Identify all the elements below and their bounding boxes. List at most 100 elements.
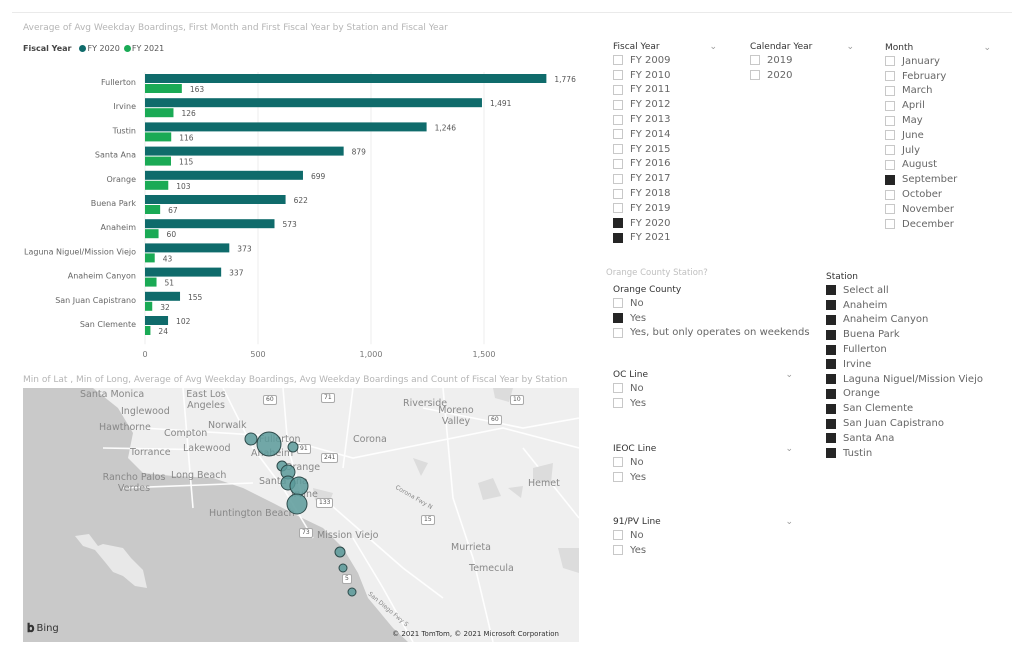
slicer-header[interactable]: OC Line ⌄ bbox=[613, 368, 793, 381]
slicer-item[interactable]: January bbox=[885, 54, 991, 69]
checkbox[interactable] bbox=[885, 204, 895, 215]
bar-fy2020[interactable] bbox=[145, 291, 181, 301]
checkbox[interactable] bbox=[613, 99, 623, 110]
slicer-item[interactable]: FY 2020 bbox=[613, 216, 717, 231]
slicer-item[interactable]: FY 2019 bbox=[613, 201, 717, 216]
slicer-item[interactable]: No bbox=[613, 381, 793, 396]
station-bubble[interactable] bbox=[287, 441, 299, 453]
station-bubble[interactable] bbox=[347, 587, 357, 597]
slicer-item[interactable]: San Clemente bbox=[826, 401, 1016, 416]
checkbox[interactable] bbox=[885, 219, 895, 230]
slicer-item[interactable]: FY 2016 bbox=[613, 157, 717, 172]
slicer-item[interactable]: June bbox=[885, 128, 991, 143]
bar-fy2020[interactable] bbox=[145, 316, 169, 325]
checkbox[interactable] bbox=[613, 173, 623, 184]
chevron-down-icon[interactable]: ⌄ bbox=[785, 443, 793, 454]
bar-fy2021[interactable] bbox=[145, 205, 161, 214]
slicer-item[interactable]: Tustin bbox=[826, 446, 1016, 461]
checkbox[interactable] bbox=[885, 85, 895, 96]
slicer-item[interactable]: July bbox=[885, 143, 991, 158]
checkbox[interactable] bbox=[613, 530, 623, 541]
slicer-header[interactable]: Fiscal Year ⌄ bbox=[613, 40, 717, 53]
chevron-down-icon[interactable]: ⌄ bbox=[785, 369, 793, 380]
slicer-item[interactable]: February bbox=[885, 69, 991, 84]
checkbox[interactable] bbox=[885, 130, 895, 141]
checkbox[interactable] bbox=[613, 158, 623, 169]
slicer-item[interactable]: FY 2018 bbox=[613, 186, 717, 201]
slicer-item[interactable]: Select all bbox=[826, 283, 1016, 298]
slicer-header[interactable]: IEOC Line ⌄ bbox=[613, 442, 793, 455]
bar-fy2021[interactable] bbox=[145, 253, 155, 263]
slicer-item[interactable]: Yes bbox=[613, 470, 793, 485]
legend-item-fy2021[interactable]: FY 2021 bbox=[123, 44, 164, 53]
checkbox-checked[interactable] bbox=[613, 232, 623, 243]
slicer-item[interactable]: FY 2014 bbox=[613, 127, 717, 142]
station-bubble[interactable] bbox=[286, 493, 308, 515]
bar-fy2021[interactable] bbox=[145, 132, 172, 142]
checkbox[interactable] bbox=[885, 115, 895, 126]
station-bubble[interactable] bbox=[334, 546, 346, 558]
slicer-item[interactable]: Buena Park bbox=[826, 327, 1016, 342]
bar-fy2021[interactable] bbox=[145, 277, 157, 287]
checkbox[interactable] bbox=[613, 203, 623, 214]
slicer-item[interactable]: November bbox=[885, 202, 991, 217]
slicer-item[interactable]: August bbox=[885, 158, 991, 173]
slicer-item[interactable]: May bbox=[885, 113, 991, 128]
checkbox[interactable] bbox=[613, 55, 623, 66]
bar-fy2021[interactable] bbox=[145, 180, 169, 190]
slicer-item[interactable]: No bbox=[613, 528, 793, 543]
checkbox[interactable] bbox=[613, 298, 623, 309]
checkbox-checked[interactable] bbox=[613, 313, 623, 324]
station-bubble[interactable] bbox=[256, 431, 282, 457]
slicer-item[interactable]: No bbox=[613, 455, 793, 470]
checkbox-checked[interactable] bbox=[826, 329, 836, 340]
checkbox[interactable] bbox=[613, 70, 623, 81]
checkbox[interactable] bbox=[750, 70, 760, 81]
slicer-item[interactable]: September bbox=[885, 172, 991, 187]
checkbox-checked[interactable] bbox=[826, 418, 836, 429]
checkbox-checked[interactable] bbox=[826, 433, 836, 444]
checkbox[interactable] bbox=[613, 545, 623, 556]
checkbox-checked[interactable] bbox=[826, 388, 836, 399]
checkbox[interactable] bbox=[613, 144, 623, 155]
checkbox-checked[interactable] bbox=[826, 448, 836, 459]
checkbox[interactable] bbox=[613, 114, 623, 125]
slicer-item[interactable]: FY 2012 bbox=[613, 97, 717, 112]
bar-fy2021[interactable] bbox=[145, 108, 174, 118]
checkbox[interactable] bbox=[613, 398, 623, 409]
slicer-item[interactable]: Anaheim Canyon bbox=[826, 313, 1016, 328]
slicer-item[interactable]: 2020 bbox=[750, 68, 854, 83]
bar-fy2020[interactable] bbox=[145, 267, 222, 277]
slicer-item[interactable]: Yes bbox=[613, 311, 803, 326]
checkbox[interactable] bbox=[885, 56, 895, 67]
checkbox[interactable] bbox=[613, 84, 623, 95]
chevron-down-icon[interactable]: ⌄ bbox=[846, 41, 854, 52]
checkbox-checked[interactable] bbox=[826, 359, 836, 370]
checkbox[interactable] bbox=[613, 129, 623, 140]
slicer-header[interactable]: Calendar Year ⌄ bbox=[750, 40, 854, 53]
bar-fy2020[interactable] bbox=[145, 170, 303, 180]
slicer-item[interactable]: Yes bbox=[613, 543, 793, 558]
bar-fy2020[interactable] bbox=[145, 195, 286, 204]
checkbox[interactable] bbox=[613, 383, 623, 394]
slicer-header[interactable]: Month ⌄ bbox=[885, 41, 991, 54]
slicer-item[interactable]: FY 2013 bbox=[613, 112, 717, 127]
checkbox-checked[interactable] bbox=[826, 344, 836, 355]
checkbox[interactable] bbox=[885, 71, 895, 82]
slicer-item[interactable]: April bbox=[885, 98, 991, 113]
legend-item-fy2020[interactable]: FY 2020 bbox=[79, 44, 120, 53]
slicer-item[interactable]: FY 2009 bbox=[613, 53, 717, 68]
slicer-item[interactable]: March bbox=[885, 84, 991, 99]
checkbox[interactable] bbox=[885, 100, 895, 111]
bar-fy2021[interactable] bbox=[145, 84, 182, 93]
checkbox[interactable] bbox=[613, 457, 623, 468]
bar-fy2020[interactable] bbox=[145, 122, 427, 132]
checkbox-checked[interactable] bbox=[826, 403, 836, 414]
checkbox-checked[interactable] bbox=[826, 374, 836, 385]
slicer-item[interactable]: San Juan Capistrano bbox=[826, 416, 1016, 431]
bar-fy2021[interactable] bbox=[145, 229, 159, 239]
checkbox[interactable] bbox=[613, 327, 623, 338]
slicer-item[interactable]: FY 2015 bbox=[613, 142, 717, 157]
chevron-down-icon[interactable]: ⌄ bbox=[709, 41, 717, 52]
bar-fy2020[interactable] bbox=[145, 219, 275, 229]
